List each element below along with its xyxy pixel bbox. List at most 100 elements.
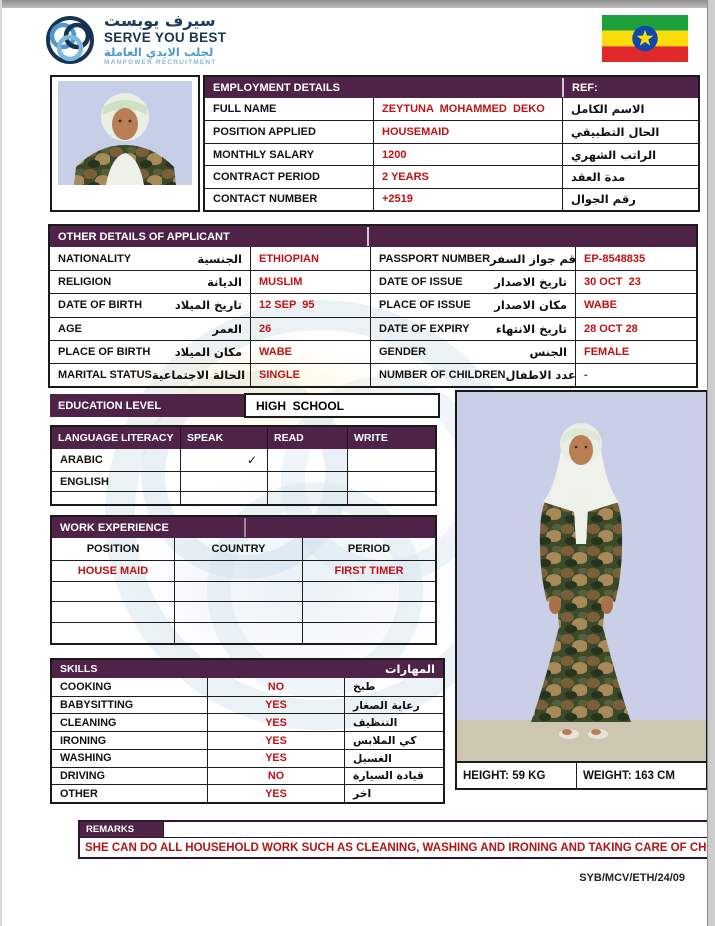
- position-cell: [52, 622, 174, 643]
- table-row: DRIVING NO قيادة السيارة: [52, 766, 443, 785]
- row-label: PLACE OF BIRTH مكان الميلاد: [50, 339, 250, 363]
- table-row: MONTHLY SALARY 1200 الراتب الشهري: [205, 142, 698, 166]
- section-title: WORK EXPERIENCE: [60, 521, 169, 534]
- skill-value: YES: [207, 731, 344, 749]
- row-label: CONTRACT PERIOD: [205, 165, 373, 187]
- row-label: AGE العمر: [50, 316, 250, 340]
- period-cell: FIRST TIMER: [302, 559, 435, 581]
- table-row: [52, 580, 435, 602]
- skill-label: WASHING: [52, 748, 207, 767]
- skill-label: BABYSITTING: [52, 695, 207, 714]
- language-header-row: LANGUAGE LITERACY SPEAK READ WRITE: [52, 427, 435, 449]
- write-cell: [347, 490, 435, 504]
- agency-name: SERVE YOU BEST: [104, 29, 227, 45]
- table-row: [52, 622, 435, 643]
- agency-logo-text: سيرف يوبست SERVE YOU BEST لجلب الايدي ال…: [104, 12, 227, 67]
- language-name: ENGLISH: [52, 471, 180, 491]
- position-cell: HOUSE MAID: [52, 559, 174, 581]
- row-label: PASSPORT NUMBER رقم جواز السفر: [370, 247, 575, 271]
- row-arabic: الراتب الشهري: [562, 142, 698, 166]
- row-value: WABE: [250, 339, 370, 363]
- employment-details-table: EMPLOYMENT DETAILS REF: FULL NAME ZEYTUN…: [203, 75, 700, 212]
- row-label: DATE OF BIRTH تاريخ الميلاد: [50, 293, 250, 316]
- column-header: WRITE: [347, 427, 435, 449]
- row-label: DATE OF ISSUE تاريخ الاصدار: [370, 270, 575, 294]
- skill-label: IRONING: [52, 731, 207, 749]
- table-row: [52, 490, 435, 504]
- row-arabic: الحال التطبيقي: [562, 120, 698, 143]
- row-label: DATE OF EXPIRY تاريخ الانتهاء: [370, 316, 575, 340]
- skill-value: YES: [207, 713, 344, 732]
- agency-logo: سيرف يوبست SERVE YOU BEST لجلب الايدي ال…: [44, 12, 227, 67]
- applicant-portrait-photo: [50, 75, 200, 212]
- row-label: PLACE OF ISSUE مكان الاصدار: [370, 293, 575, 317]
- other-details-header: OTHER DETAILS OF APPLICANT: [50, 226, 696, 247]
- column-header: POSITION: [86, 542, 140, 555]
- row-value: 26: [250, 316, 370, 340]
- row-value: -: [575, 362, 696, 387]
- position-cell: [52, 601, 174, 622]
- row-value: +2519: [373, 187, 562, 211]
- remarks-title: REMARKS: [80, 822, 164, 837]
- skill-label: COOKING: [60, 680, 112, 693]
- work-experience-header: WORK EXPERIENCE: [52, 517, 435, 538]
- speak-checkmark-cell: ✓: [180, 449, 267, 472]
- table-row: DATE OF BIRTH تاريخ الميلاد 12 SEP 95 PLA…: [50, 293, 696, 317]
- row-label: GENDER الجنس: [370, 339, 575, 363]
- skill-arabic: الغسيل: [344, 748, 443, 767]
- skill-arabic: طبخ: [344, 678, 443, 696]
- section-title: EMPLOYMENT DETAILS: [213, 81, 340, 94]
- row-value: 30 OCT 23: [575, 270, 696, 294]
- row-value: 28 OCT 28: [575, 316, 696, 340]
- work-header-row: POSITION COUNTRY PERIOD: [52, 538, 435, 560]
- table-row: COOKING NO طبخ: [52, 678, 443, 696]
- table-row: HOUSE MAID FIRST TIMER: [52, 559, 435, 581]
- remarks-section: REMARKS SHE CAN DO ALL HOUSEHOLD WORK SU…: [78, 820, 715, 859]
- section-title: OTHER DETAILS OF APPLICANT: [58, 230, 230, 243]
- skills-header: SKILLS المهارات: [52, 660, 443, 678]
- row-label: NATIONALITY الجنسية: [58, 251, 242, 266]
- period-cell: [302, 622, 435, 643]
- country-cell: [174, 559, 302, 581]
- row-value: HOUSEMAID: [373, 120, 562, 143]
- speak-cell: [180, 490, 267, 504]
- table-row: IRONING YES كي الملابس: [52, 731, 443, 749]
- ethiopia-flag-icon: [601, 15, 689, 62]
- column-header: LANGUAGE LITERACY: [52, 427, 180, 449]
- ref-label: REF:: [572, 81, 598, 94]
- employment-details-header: EMPLOYMENT DETAILS REF:: [205, 77, 698, 98]
- row-label: MARITAL STATUS الحالة الاجتماعية: [50, 362, 250, 386]
- country-cell: [174, 601, 302, 623]
- skill-value: YES: [207, 748, 344, 767]
- skill-value: NO: [207, 678, 344, 696]
- column-header: READ: [267, 427, 347, 449]
- skill-arabic: اخر: [344, 784, 443, 803]
- row-value: FEMALE: [575, 339, 696, 363]
- skill-label: OTHER: [52, 784, 207, 802]
- row-value: ZEYTUNA MOHAMMED DEKO: [373, 98, 562, 121]
- skill-value: YES: [207, 695, 344, 714]
- applicant-fullbody-photo-panel: HEIGHT: 59 KG WEIGHT: 163 CM: [455, 390, 708, 790]
- agency-tagline-arabic: لجلب الايدي العاملة: [104, 44, 214, 59]
- table-row: CLEANING YES التنظيف: [52, 713, 443, 732]
- section-title-arabic: المهارات: [385, 662, 435, 676]
- row-arabic: الاسم الكامل: [562, 98, 698, 121]
- skill-value: YES: [207, 784, 344, 803]
- applicant-fullbody-photo: [457, 392, 706, 761]
- period-cell: [302, 580, 435, 602]
- skill-label: DRIVING: [52, 766, 207, 785]
- row-value: 12 SEP 95: [250, 293, 370, 317]
- skill-value: NO: [207, 766, 344, 785]
- scan-edge: [0, 0, 715, 8]
- education-level-header: EDUCATION LEVEL: [50, 394, 244, 417]
- table-row: PLACE OF BIRTH مكان الميلاد WABE GENDER ال…: [50, 339, 696, 363]
- row-value: 2 YEARS: [373, 165, 562, 188]
- remarks-header-row: REMARKS: [80, 822, 708, 837]
- row-value: WABE: [575, 293, 696, 317]
- document-ref-code: SYB/MCV/ETH/24/09: [579, 872, 685, 884]
- read-cell: [267, 490, 347, 504]
- skill-arabic: قيادة السيارة: [344, 766, 443, 785]
- scan-edge: [707, 0, 715, 926]
- table-row: CONTRACT PERIOD 2 YEARS مدة العقد: [205, 165, 698, 188]
